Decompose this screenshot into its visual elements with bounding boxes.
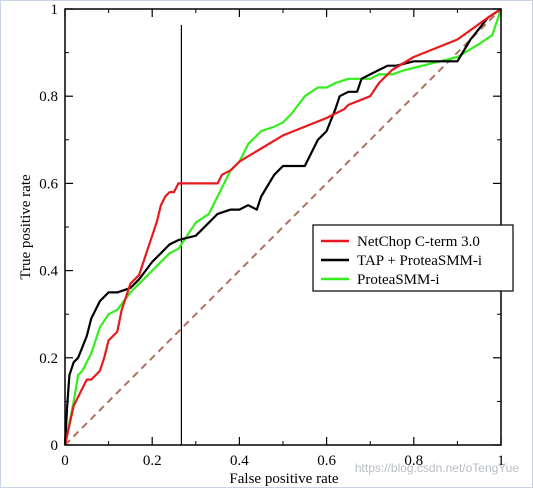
y-tick-label: 0.6 <box>39 176 58 192</box>
y-axis-title: True positive rate <box>18 174 34 280</box>
y-tick-label: 0.2 <box>39 351 58 367</box>
x-axis-title: False positive rate <box>229 471 338 487</box>
y-tick-label: 1 <box>51 2 59 18</box>
series-layer <box>63 8 503 446</box>
y-tick-label: 0.4 <box>39 264 58 280</box>
legend: NetChop C-term 3.0 TAP + ProteaSMM-i Prote… <box>312 224 514 292</box>
x-tick-label: 0.2 <box>143 453 162 469</box>
y-tick-label: 0 <box>51 438 59 454</box>
x-tick-label: 0 <box>61 453 69 469</box>
x-tick-label: 0.6 <box>317 453 336 469</box>
series-line-1 <box>63 8 502 446</box>
watermark-text: https://blog.csdn.net/oTengYue <box>355 461 519 475</box>
x-tick-label: 0.4 <box>230 453 249 469</box>
series-line-0 <box>63 8 502 446</box>
x-tick-label: 1 <box>497 453 505 469</box>
legend-label-0: NetChop C-term 3.0 <box>357 234 480 250</box>
legend-label-2: ProteaSMM-i <box>357 272 440 288</box>
x-tick-label: 0.8 <box>404 453 423 469</box>
legend-label-1: TAP + ProteaSMM-i <box>357 253 482 269</box>
diagonal-reference-line <box>64 8 502 446</box>
y-tick-label: 0.8 <box>39 89 58 105</box>
